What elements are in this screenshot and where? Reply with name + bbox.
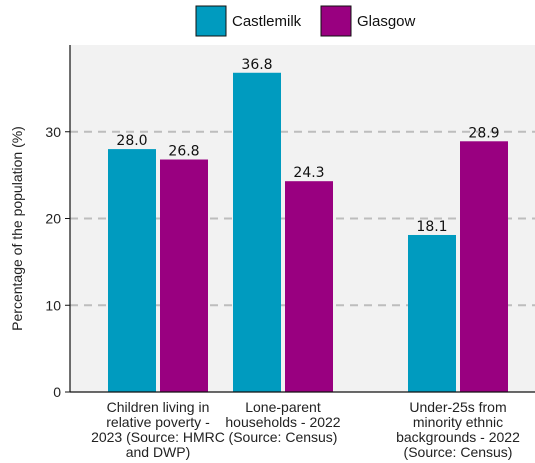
bar-glasgow-1	[285, 181, 333, 392]
y-tick-label-20: 20	[45, 211, 61, 227]
data-label-castlemilk-0: 28.0	[116, 133, 147, 149]
legend-label-glasgow: Glasgow	[357, 13, 416, 30]
bar-glasgow-2	[460, 141, 508, 392]
legend-swatch-glasgow	[320, 5, 352, 37]
data-label-glasgow-0: 26.8	[168, 144, 199, 160]
bar-glasgow-0	[160, 159, 208, 392]
legend-swatch-castlemilk	[195, 5, 227, 37]
category-label-0: Children living in relative poverty -2023…	[91, 399, 225, 460]
bar-castlemilk-1	[233, 72, 281, 392]
category-label-1: Lone-parent households - 2022 (Source: Cen…	[225, 399, 340, 445]
data-label-glasgow-1: 24.3	[293, 165, 324, 181]
bar-castlemilk-2	[408, 234, 456, 392]
data-label-castlemilk-2: 18.1	[416, 219, 447, 235]
legend: Castlemilk Glasgow	[195, 5, 416, 37]
bars: 28.0 26.8 36.8 24.3 18.1 28.9	[108, 57, 508, 392]
legend-label-castlemilk: Castlemilk	[232, 13, 302, 30]
bar-castlemilk-0	[108, 149, 156, 392]
category-label-2: Under-25s from minority ethnic backgrounds…	[396, 399, 520, 460]
axes	[65, 45, 535, 393]
data-label-glasgow-2: 28.9	[468, 125, 499, 141]
x-category-labels: Children living in relative poverty -2023…	[91, 399, 520, 460]
data-label-castlemilk-1: 36.8	[241, 57, 272, 73]
y-axis-label: Percentage of the population (%)	[9, 126, 25, 331]
y-tick-label-0: 0	[53, 384, 61, 400]
y-tick-label-10: 10	[45, 297, 61, 313]
y-tick-label-30: 30	[45, 124, 61, 140]
y-tick-labels: 0 10 20 30	[45, 124, 61, 400]
